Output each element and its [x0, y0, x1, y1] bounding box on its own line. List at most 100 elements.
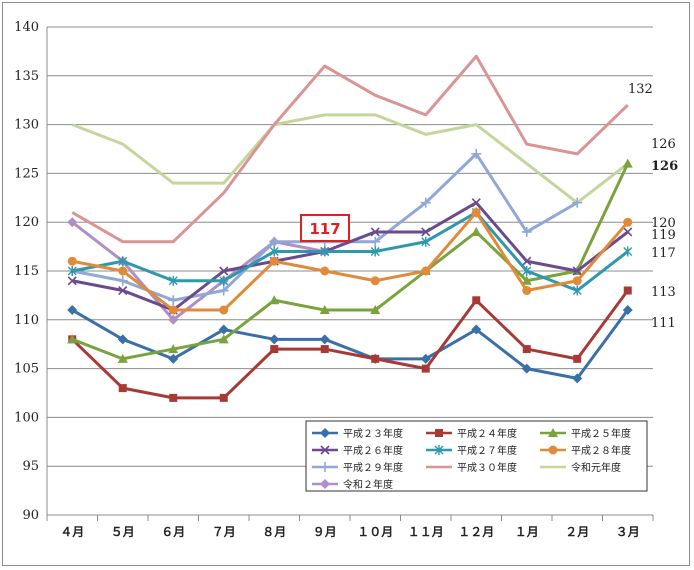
x-tick-label: ９月	[313, 525, 337, 539]
series-5	[67, 207, 633, 296]
data-point	[218, 324, 229, 335]
legend-label: 平成２３年度	[343, 427, 403, 440]
data-point	[572, 266, 582, 276]
data-point	[471, 207, 481, 217]
end-label: 113	[651, 285, 676, 300]
x-tick-label: ４月	[60, 525, 84, 539]
x-tick-label: １２月	[458, 525, 494, 539]
legend-box	[305, 420, 648, 492]
legend-label: 平成２９年度	[343, 461, 403, 474]
y-tick-label: 110	[14, 313, 39, 328]
end-label: 126	[651, 137, 676, 152]
data-point	[370, 236, 381, 247]
data-point	[320, 445, 330, 455]
legend-label: 平成２４年度	[457, 427, 517, 440]
data-point	[168, 275, 178, 286]
legend-entry: 平成２６年度	[312, 444, 403, 457]
data-point	[269, 256, 279, 266]
series-line	[71, 54, 629, 244]
data-point	[169, 393, 178, 402]
data-point	[421, 364, 430, 373]
data-point	[472, 296, 481, 305]
data-point	[435, 429, 443, 437]
data-point	[117, 353, 128, 363]
y-axis-ticks: 90 95 100 105 110 115 120 125 130 135 140	[14, 20, 39, 523]
legend-entry: 平成２５年度	[540, 427, 631, 440]
x-tick-label: ２月	[565, 525, 589, 539]
data-point	[572, 285, 582, 296]
data-point	[622, 158, 633, 168]
y-tick-label: 100	[14, 410, 39, 425]
data-point	[623, 246, 633, 257]
legend-entry: 平成３０年度	[426, 461, 517, 474]
data-point	[471, 226, 482, 236]
legend-entry: 令和元年度	[540, 461, 621, 474]
callout-frame	[300, 214, 350, 242]
data-point	[320, 462, 330, 472]
y-tick-label: 125	[14, 166, 39, 181]
data-point	[548, 428, 558, 437]
data-point	[522, 345, 531, 354]
data-point	[548, 445, 558, 455]
data-point	[320, 428, 330, 438]
data-point	[623, 286, 632, 295]
series-2	[68, 286, 632, 402]
end-label: 117	[651, 246, 676, 261]
data-point	[421, 227, 431, 237]
legend-entry: 平成２７年度	[426, 444, 517, 457]
data-point	[219, 393, 228, 402]
y-tick-label: 105	[14, 362, 39, 377]
data-point	[522, 286, 532, 296]
data-point	[522, 266, 532, 276]
end-label: 132	[628, 82, 653, 97]
data-point	[118, 256, 128, 267]
data-point	[623, 227, 633, 237]
series-1	[67, 305, 633, 384]
data-point	[320, 345, 329, 354]
data-point	[572, 197, 583, 208]
series-3	[67, 158, 633, 363]
data-point	[572, 276, 582, 286]
data-point	[370, 227, 380, 237]
series-line	[71, 308, 629, 380]
data-point	[67, 256, 77, 266]
series-line	[71, 221, 326, 322]
series-line	[71, 289, 629, 400]
end-label: 119	[651, 228, 676, 243]
data-point	[168, 305, 178, 315]
data-point	[118, 384, 127, 393]
line-chart: 90 95 100 105 110 115 120 125 130 135 140 ４月 ５月 ６月 ７月…	[14, 20, 678, 539]
series-line	[71, 210, 629, 293]
legend-entry: 平成２８年度	[540, 444, 631, 457]
data-point	[572, 373, 583, 384]
x-tick-label: ７月	[212, 525, 236, 539]
end-label: 126	[651, 159, 678, 174]
y-tick-label: 90	[22, 508, 39, 523]
legend-label: 平成２６年度	[343, 444, 403, 457]
data-point	[319, 305, 330, 315]
y-tick-label: 130	[14, 118, 39, 133]
data-point	[270, 345, 279, 354]
data-point	[219, 275, 229, 286]
series-line	[71, 163, 630, 361]
x-tick-label: ８月	[262, 525, 286, 539]
data-point	[219, 305, 229, 315]
x-tick-label: ６月	[161, 525, 185, 539]
data-point	[269, 295, 280, 305]
data-point	[117, 334, 128, 345]
x-axis-ticks: ４月 ５月 ６月 ７月 ８月 ９月 １０月 １１月 １２月 １月 ２月 ３月	[60, 525, 640, 539]
legend-label: 平成３０年度	[457, 461, 517, 474]
data-point	[269, 246, 279, 257]
data-point	[573, 354, 582, 363]
data-point	[420, 197, 431, 208]
data-point	[269, 334, 280, 345]
data-point	[168, 295, 179, 306]
end-label: 120	[651, 216, 676, 231]
data-point	[218, 334, 229, 344]
legend-label: 平成２７年度	[457, 444, 517, 457]
x-tick-label: １月	[515, 525, 539, 539]
data-point	[118, 266, 128, 276]
data-point	[320, 266, 330, 276]
